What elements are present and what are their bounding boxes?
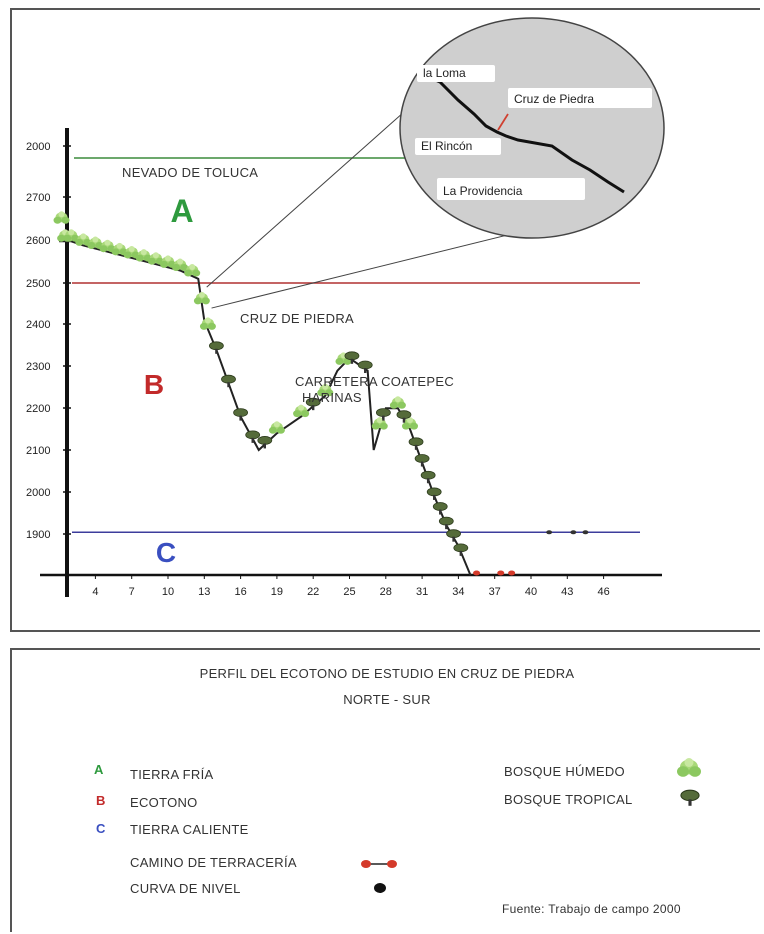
inset-road-line [411,68,625,194]
legend-zone-b-label: ECOTONO [130,795,198,810]
x-tick-label: 40 [525,586,537,598]
tropical-forest-marker [408,437,424,451]
humid-forest-marker [199,317,216,330]
tree-cluster-icon [677,758,701,777]
y-tick-label: 2700 [26,192,50,204]
legend-zone-a-label: TIERRA FRÍA [130,767,214,782]
legend-zone-a-icon: A [94,762,104,777]
x-tick-label: 43 [561,586,573,598]
legend-subtitle: NORTE - SUR [343,692,431,707]
tropical-forest-marker [414,454,430,468]
dirt-road-marker [508,570,516,576]
y-tick-label: 2000 [26,487,50,499]
profile-annotation: CARRETERA COATEPEC [295,374,454,389]
profile-annotation: HARINAS [302,390,362,405]
contour-marker [582,530,589,535]
tropical-forest-marker [420,470,436,484]
legend-humid-forest-label: BOSQUE HÚMEDO [504,764,625,779]
tropical-forest-marker [426,487,442,501]
inset-label-la-providencia-box [437,178,585,200]
inset-label-la-providencia: La Providencia [443,184,523,198]
x-tick-label: 13 [198,586,210,598]
inset-label-cruz-de-piedra-box [508,88,652,108]
y-tick-label: 2000 [26,141,50,153]
x-tick-label: 25 [343,586,355,598]
profile-chart: 2000 2700 2600 2500 2400 2300 2200 2100 2000 1900… [26,17,665,598]
zone-a-label: A [170,193,193,229]
legend-source: Fuente: Trabajo de campo 2000 [502,902,681,916]
red-dumbbell-icon [361,860,397,868]
tropical-forest-marker [233,408,249,422]
profile-annotation: CRUZ DE PIEDRA [240,311,354,326]
x-tick-label: 10 [162,586,174,598]
x-tick-label: 16 [234,586,246,598]
x-tick-label: 46 [597,586,609,598]
y-tick-label: 2100 [26,445,50,457]
humid-forest-marker [172,258,189,271]
x-tick-label: 22 [307,586,319,598]
y-tick-label: 2600 [26,235,50,247]
zoom-line-top [206,111,405,288]
x-tick-label: 7 [129,586,135,598]
y-tick-label: 2200 [26,403,50,415]
humid-forest-marker [193,291,210,305]
nevado-de-toluca-label: NEVADO DE TOLUCA [122,165,258,180]
contour-marker [546,530,553,535]
x-tick-label: 34 [452,586,464,598]
inset-label-la-loma: la Loma [423,66,466,80]
x-tick-label: 4 [92,586,98,598]
tropical-forest-marker [357,360,373,374]
legend-zone-b-icon: B [96,793,106,808]
contour-marker [570,530,577,535]
legend-zone-c-label: TIERRA CALIENTE [130,822,249,837]
legend-panel: PERFIL DEL ECOTONO DE ESTUDIO EN CRUZ DE… [10,648,760,932]
tropical-forest-marker [446,529,462,543]
dirt-road-marker [473,570,481,576]
inset-arrow-icon [497,113,509,131]
legend-dirt-road-label: CAMINO DE TERRACERÍA [130,855,297,870]
black-dot-icon [374,883,386,893]
inset-label-la-loma-box [417,65,495,82]
y-tick-label: 2400 [26,319,50,331]
x-tick-label: 28 [380,586,392,598]
tropical-forest-marker [257,435,273,449]
humid-forest-marker [371,417,388,430]
x-tick-label: 19 [271,586,283,598]
humid-forest-marker [268,421,285,434]
legend-contour-label: CURVA DE NIVEL [130,881,241,896]
y-tick-label: 1900 [26,529,50,541]
tropical-forest-marker [221,374,236,388]
tropical-forest-marker [453,543,469,557]
chart-frame: 2000 2700 2600 2500 2400 2300 2200 2100 2000 1900… [10,8,760,632]
y-tick-label: 2300 [26,361,50,373]
y-tick-label: 2500 [26,278,50,290]
legend-title: PERFIL DEL ECOTONO DE ESTUDIO EN CRUZ DE… [199,666,575,681]
legend-zone-c-icon: C [96,821,106,836]
inset-label-cruz-de-piedra: Cruz de Piedra [514,92,594,106]
inset-label-el-rincon-box [415,138,501,155]
zoom-line-bottom [211,223,553,309]
zone-c-label: C [156,537,176,568]
tropical-forest-marker [432,502,448,516]
tropical-forest-marker [208,341,224,355]
x-tick-label: 31 [416,586,428,598]
inset-label-el-rincon: El Rincón [421,139,472,153]
legend-tropical-forest-label: BOSQUE TROPICAL [504,792,633,807]
dirt-road-marker [497,570,505,576]
humid-forest-marker [389,396,406,409]
humid-forest-marker [293,404,310,418]
inset-zoom-circle [399,17,665,239]
elevation-profile-line [59,240,472,576]
x-tick-label: 37 [489,586,501,598]
mushroom-tree-icon [680,789,700,807]
zone-b-label: B [144,369,164,400]
tropical-forest-marker [438,516,454,530]
